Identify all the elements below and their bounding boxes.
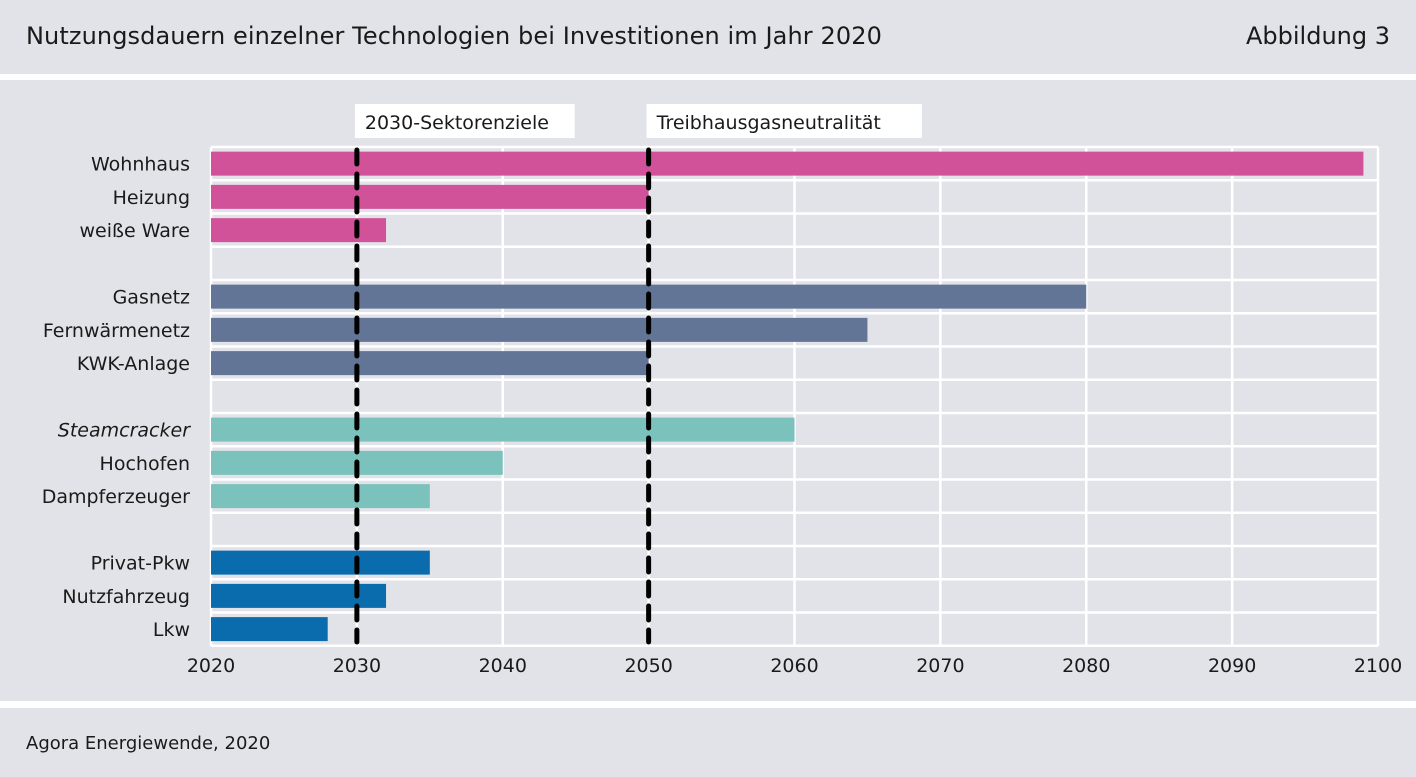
reference-label-box [646,104,922,138]
bar [211,583,387,608]
category-label: weiße Ware [79,220,190,242]
bar-chart: 2030-Sektorenziele Treibhausgasneutralitä… [42,104,1402,677]
source-note: Agora Energiewende, 2020 [26,733,271,754]
x-tick-label: 2090 [1208,655,1256,677]
x-tick-label: 2100 [1354,655,1402,677]
reference-label-box [354,104,575,138]
category-label: Hochofen [100,453,190,475]
x-axis-ticks: 2020 2030 2040 2050 2060 2070 2080 2090 2100 [187,655,1402,677]
x-tick-label: 2020 [187,655,235,677]
x-tick-label: 2060 [770,655,818,677]
category-label: Privat-Pkw [91,553,190,575]
category-label: Fernwärmenetz [43,320,190,342]
bar [211,151,1364,176]
bar [211,617,328,642]
bar [211,218,387,243]
category-label: Heizung [113,187,190,209]
chart-panel: 2030-Sektorenziele Treibhausgasneutralitä… [0,80,1416,701]
bar [211,184,649,209]
category-label: Nutzfahrzeug [62,586,190,608]
bar [211,317,868,342]
chart-title: Nutzungsdauern einzelner Technologien be… [26,22,882,50]
category-label: Lkw [153,619,190,641]
reference-label: Treibhausgasneutralität [656,112,881,134]
category-label: KWK-Anlage [77,353,190,375]
category-labels: Wohnhaus Heizung weiße Ware Gasnetz Fernwärm… [42,154,192,642]
category-label: Steamcracker [58,420,191,442]
bar [211,417,795,442]
x-tick-label: 2080 [1062,655,1110,677]
x-tick-label: 2040 [479,655,527,677]
footer: Agora Energiewende, 2020 [0,708,1416,777]
reference-lines: 2030-Sektorenziele Treibhausgasneutralitä… [354,104,922,645]
x-tick-label: 2050 [624,655,672,677]
bar [211,484,430,509]
x-tick-label: 2070 [916,655,964,677]
bars [211,151,1364,642]
category-label: Gasnetz [113,287,190,309]
category-label: Dampferzeuger [42,486,190,508]
category-label: Wohnhaus [91,154,190,176]
header: Nutzungsdauern einzelner Technologien be… [0,0,1416,74]
x-tick-label: 2030 [333,655,381,677]
figure-label: Abbildung 3 [1245,22,1390,50]
bar [211,351,649,376]
bar [211,550,430,575]
reference-label: 2030-Sektorenziele [365,112,549,134]
